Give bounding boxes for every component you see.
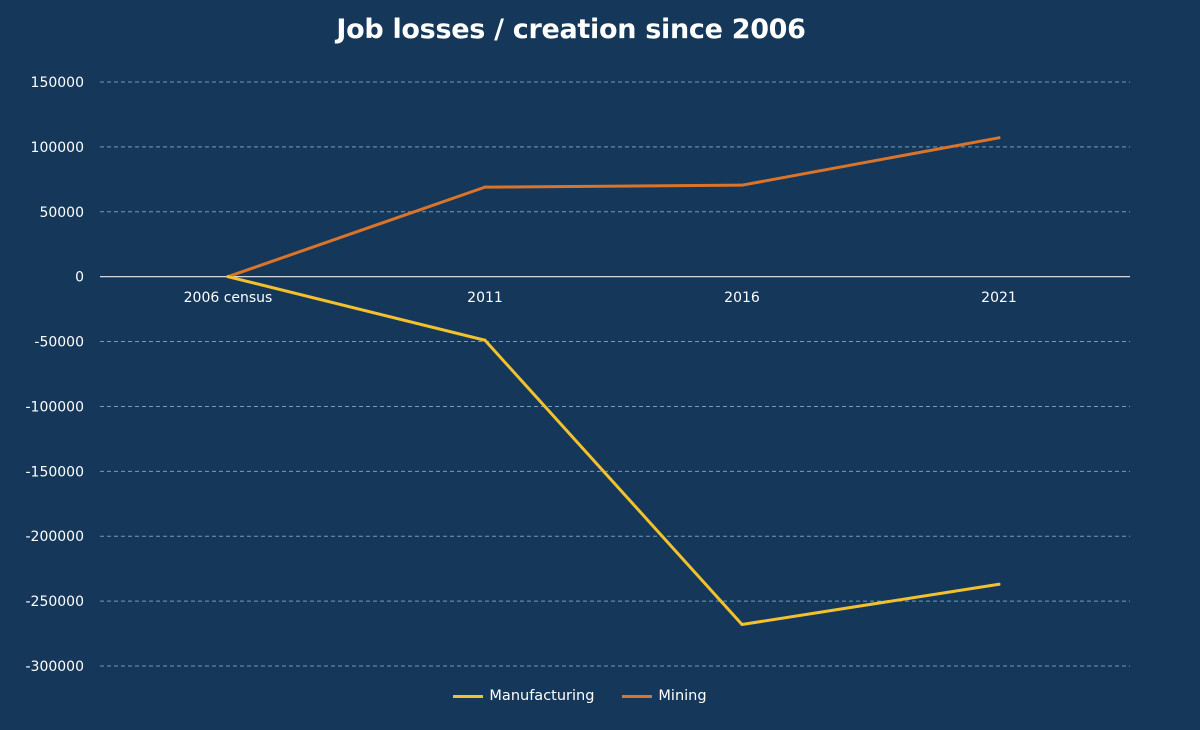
y-tick-label: -300000 bbox=[26, 659, 85, 675]
data-point-manufacturing bbox=[740, 622, 744, 626]
data-point-mining bbox=[997, 136, 1001, 140]
series-line-mining bbox=[226, 136, 1001, 279]
y-tick-label: 150000 bbox=[31, 75, 84, 91]
x-tick-label: 2006 census bbox=[184, 290, 273, 306]
x-tick-label: 2021 bbox=[981, 290, 1017, 306]
x-tick-label: 2011 bbox=[467, 290, 503, 306]
data-point-manufacturing bbox=[483, 338, 487, 342]
data-point-mining bbox=[740, 183, 744, 187]
series-line-manufacturing bbox=[226, 275, 1001, 626]
y-tick-label: 50000 bbox=[39, 205, 84, 221]
data-point-manufacturing bbox=[997, 582, 1001, 586]
legend-item-mining: Mining bbox=[622, 688, 707, 704]
chart-legend: Manufacturing Mining bbox=[0, 688, 1160, 704]
y-tick-label: 100000 bbox=[31, 140, 84, 156]
y-tick-label: 0 bbox=[75, 270, 84, 286]
x-tick-label: 2016 bbox=[724, 290, 760, 306]
legend-label: Mining bbox=[658, 688, 707, 704]
y-tick-label: -150000 bbox=[26, 464, 85, 480]
legend-swatch bbox=[622, 694, 653, 698]
legend-label: Manufacturing bbox=[489, 688, 595, 704]
chart-title: Job losses / creation since 2006 bbox=[336, 14, 806, 45]
legend-swatch bbox=[453, 694, 484, 698]
y-tick-label: -100000 bbox=[26, 399, 85, 415]
y-tick-label: -200000 bbox=[26, 529, 85, 545]
y-tick-label: -50000 bbox=[34, 335, 84, 351]
y-tick-label: -250000 bbox=[26, 594, 85, 610]
data-point-mining bbox=[483, 185, 487, 189]
legend-item-manufacturing: Manufacturing bbox=[453, 688, 594, 704]
data-point-manufacturing bbox=[226, 275, 230, 279]
